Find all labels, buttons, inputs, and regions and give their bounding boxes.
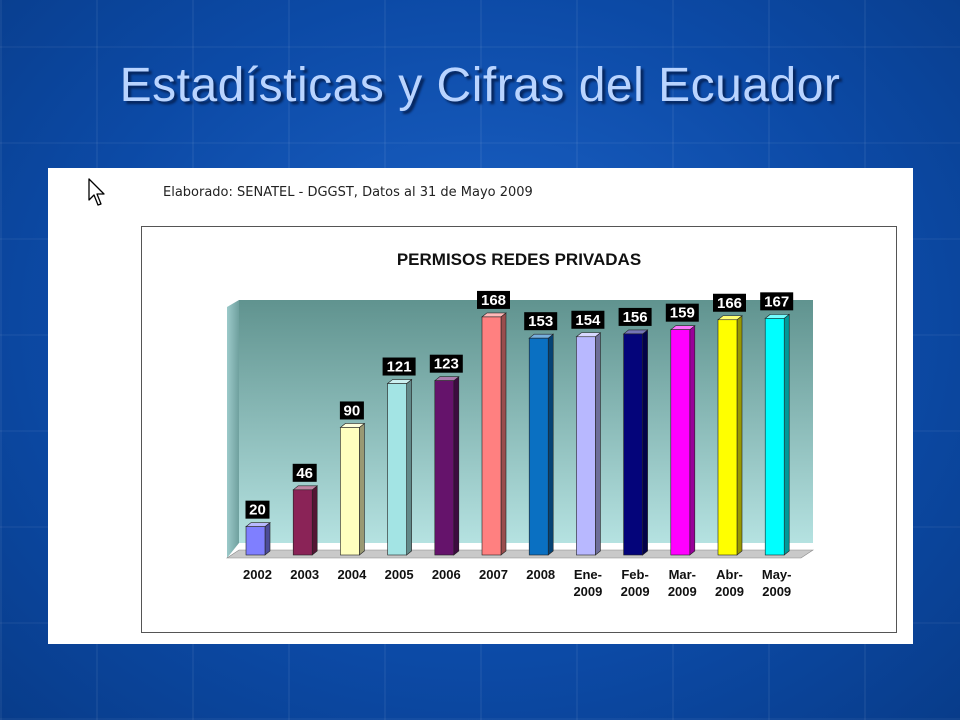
data-label: 46 — [292, 463, 317, 482]
x-tick-label: 2008 — [526, 567, 555, 582]
data-label-text: 46 — [296, 465, 313, 482]
data-label-box — [760, 292, 794, 311]
bar-2 — [339, 422, 366, 556]
bar-11 — [764, 313, 791, 556]
data-label-text: 156 — [623, 309, 648, 326]
bar-front-face — [340, 427, 360, 556]
data-label-box — [477, 290, 510, 309]
data-label-text: 90 — [344, 402, 361, 419]
data-label: 90 — [339, 401, 364, 420]
bar-side-face — [311, 485, 318, 556]
plot-back-wall — [239, 300, 813, 543]
data-label-box — [382, 357, 416, 376]
data-label-box — [571, 310, 605, 329]
data-label-box — [524, 312, 558, 331]
x-tick-label: Mar-2009 — [668, 567, 697, 599]
x-tick-label: Ene-2009 — [573, 567, 602, 599]
bar-1 — [292, 485, 319, 556]
bar-side-face — [264, 522, 271, 556]
bar-side-face — [406, 378, 412, 556]
data-label: 123 — [429, 354, 463, 373]
bar-front-face — [245, 526, 266, 556]
bar-front-face — [670, 329, 691, 556]
bar-9 — [669, 325, 696, 556]
chart-title: PERMISOS REDES PRIVADAS — [397, 250, 641, 269]
bar-front-face — [576, 336, 596, 556]
data-label: 159 — [665, 303, 699, 322]
x-tick-label: 2004 — [337, 567, 367, 582]
bar-3 — [386, 378, 413, 556]
bar-side-face — [595, 332, 601, 556]
bar-7 — [575, 332, 602, 556]
data-label-text: 153 — [528, 313, 553, 330]
bar-front-face — [292, 489, 313, 556]
bar-10 — [717, 315, 743, 556]
bar-chart: PERMISOS REDES PRIVADAS 20 46 90 121 123 168 1… — [226, 250, 814, 599]
data-label: 156 — [618, 307, 652, 326]
bar-side-face — [453, 376, 460, 556]
chart-panel: Elaborado: SENATEL - DGGST, Datos al 31 … — [48, 168, 913, 644]
x-tick-label: 2006 — [432, 567, 461, 582]
data-label: 166 — [713, 293, 746, 312]
source-note: Elaborado: SENATEL - DGGST, Datos al 31 … — [163, 185, 533, 200]
x-tick-label: May-2009 — [762, 567, 792, 599]
bar-front-face — [623, 333, 643, 556]
data-label: 121 — [382, 357, 416, 376]
bar-side-face — [783, 313, 790, 556]
x-tick-label: 2007 — [479, 567, 508, 582]
x-tick-label: Feb-2009 — [621, 567, 650, 599]
data-label-text: 168 — [481, 292, 506, 309]
chart-frame: PERMISOS REDES PRIVADAS 20 46 90 121 123 168 1… — [141, 226, 897, 633]
bar-front-face — [387, 383, 407, 556]
data-label-box — [665, 303, 699, 322]
data-label: 154 — [571, 310, 605, 329]
bar-side-face — [359, 422, 365, 556]
x-tick-label: Abr-2009 — [715, 567, 744, 599]
bar-front-face — [764, 318, 785, 556]
x-tick-label: 2003 — [290, 567, 319, 582]
data-label-text: 121 — [387, 359, 412, 376]
x-tick-label: 2005 — [385, 567, 414, 582]
data-label: 20 — [245, 500, 270, 519]
bar-front-face — [717, 319, 738, 556]
bar-side-face — [642, 329, 648, 556]
bar-0 — [245, 522, 271, 556]
bar-side-face — [736, 315, 743, 556]
mouse-pointer-icon — [88, 178, 105, 206]
data-label-text: 166 — [717, 295, 742, 312]
bar-4 — [433, 376, 460, 556]
data-label-box — [339, 401, 364, 420]
bar-5 — [481, 312, 507, 556]
data-label-text: 159 — [670, 305, 695, 322]
data-label-text: 123 — [434, 356, 459, 373]
data-label-box — [618, 307, 652, 326]
bar-side-face — [689, 325, 696, 556]
data-label: 153 — [524, 312, 558, 331]
slide-title: Estadísticas y Cifras del Ecuador — [119, 59, 841, 112]
bar-front-face — [481, 316, 502, 556]
data-label-box — [245, 500, 270, 519]
plot-side-wall — [227, 300, 239, 558]
data-label-box — [429, 354, 463, 373]
data-label: 167 — [760, 292, 794, 311]
bar-8 — [622, 329, 649, 556]
data-label-box — [292, 463, 317, 482]
x-tick-label: 2002 — [243, 567, 272, 582]
bar-side-face — [500, 312, 507, 556]
plot-floor — [226, 549, 814, 559]
data-label-text: 167 — [764, 293, 789, 310]
bar-front-face — [528, 337, 549, 556]
data-label-text: 154 — [575, 312, 601, 329]
data-label: 168 — [477, 290, 510, 309]
bar-6 — [528, 333, 555, 556]
data-label-text: 20 — [249, 502, 266, 519]
bar-side-face — [547, 333, 554, 556]
data-label-box — [713, 293, 746, 312]
bar-front-face — [434, 380, 455, 556]
